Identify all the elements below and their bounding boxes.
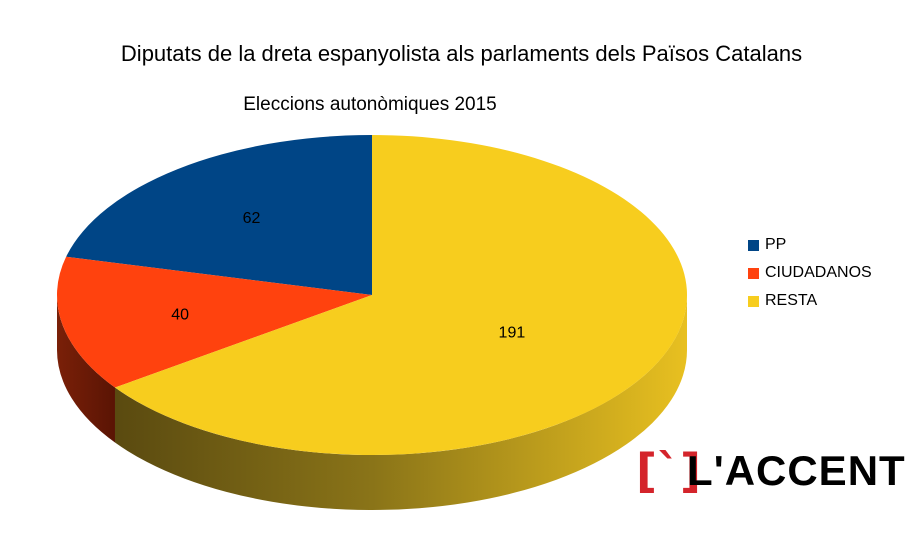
- resta-side: [114, 295, 688, 511]
- legend-label: CIUDADANOS: [765, 264, 872, 281]
- logo-text: L'ACCENT: [687, 447, 906, 494]
- chart-title: Diputats de la dreta espanyolista als pa…: [120, 41, 803, 66]
- ciudadanos-side: [57, 295, 115, 443]
- legend-swatch: [748, 239, 759, 251]
- legend-item-ciudadanos: CIUDADANOS: [748, 259, 872, 287]
- pie-slice-resta: [114, 135, 687, 455]
- pie-slice-ciudadanos: [56, 256, 373, 388]
- legend-label: PP: [765, 236, 787, 253]
- legend-label: RESTA: [765, 292, 818, 309]
- logo-bracket-icon: [`]: [636, 444, 702, 498]
- data-label: 40: [171, 307, 189, 324]
- legend-item-resta: RESTA: [748, 287, 872, 315]
- legend-swatch: [748, 295, 759, 307]
- legend-item-pp: PP: [748, 231, 872, 259]
- legend-swatch: [748, 267, 759, 279]
- data-label: 191: [499, 325, 526, 342]
- chart-subtitle: Eleccions autonòmiques 2015: [243, 94, 497, 115]
- pie-slice-pp: [66, 135, 373, 295]
- laccent-logo: [`] L'ACCENT: [636, 444, 906, 498]
- data-label: 62: [243, 210, 261, 227]
- legend: PP CIUDADANOS RESTA: [748, 231, 872, 315]
